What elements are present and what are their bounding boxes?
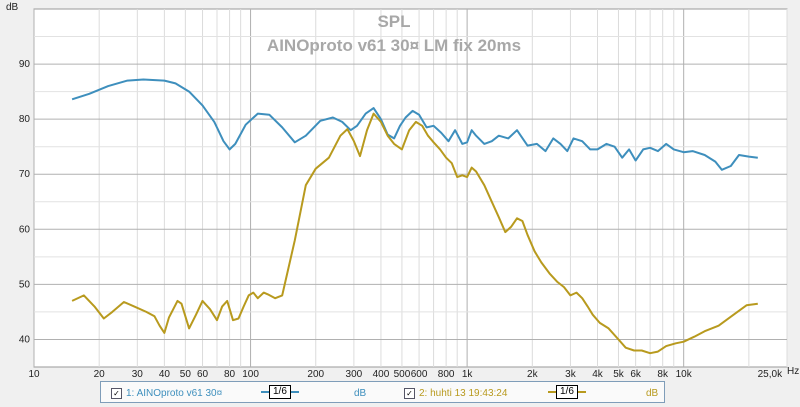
x-tick-label: 6k — [630, 369, 642, 380]
x-tick-label: 50 — [180, 369, 192, 380]
y-tick-label: 40 — [19, 334, 31, 345]
x-tick-label: 800 — [438, 369, 455, 380]
plot-background — [33, 8, 788, 368]
x-tick-label: 8k — [657, 369, 669, 380]
x-tick-label: 600 — [411, 369, 428, 380]
x-tick-label: 4k — [592, 369, 604, 380]
grid-lines — [33, 9, 788, 367]
series-line-1 — [71, 78, 758, 171]
legend-unit-2: dB — [646, 387, 659, 399]
legend-smoothing-1[interactable]: 1/6 — [261, 385, 299, 399]
y-tick-label: 50 — [19, 279, 31, 290]
x-tick-label: 30 — [132, 369, 144, 380]
x-tick-label: 500 — [394, 369, 411, 380]
x-tick-label: 400 — [373, 369, 390, 380]
legend-item-2[interactable]: ✓ 2: huhti 13 19:43:24 — [404, 386, 507, 400]
x-tick-label: 2k — [527, 369, 539, 380]
legend-checkbox-1[interactable]: ✓ — [111, 387, 122, 399]
x-tick-label: 60 — [197, 369, 209, 380]
y-tick-label: 70 — [19, 169, 31, 180]
y-tick-labels: 40 50 60 70 80 90 — [19, 59, 31, 345]
y-tick-label: 90 — [19, 59, 31, 70]
x-tick-label: 3k — [565, 369, 577, 380]
x-tick-label: 300 — [346, 369, 363, 380]
legend-line-right-2 — [577, 391, 586, 393]
x-tick-label: 25,0k — [758, 369, 783, 380]
legend-unit-1: dB — [354, 387, 367, 399]
y-tick-label: 60 — [19, 224, 31, 235]
legend-item-1[interactable]: ✓ 1: AINOproto v61 30¤ — [111, 386, 222, 400]
legend-smoothing-value-2: 1/6 — [556, 385, 578, 399]
legend-label-1: 1: AINOproto v61 30¤ — [126, 387, 223, 399]
legend-line-left-1 — [261, 391, 269, 393]
x-tick-label: 10 — [28, 369, 40, 380]
y-axis-label: dB — [6, 2, 19, 13]
x-axis-unit: Hz — [787, 366, 799, 377]
legend-line-right-1 — [290, 391, 299, 393]
x-tick-label: 200 — [307, 369, 324, 380]
legend-line-left-2 — [548, 391, 556, 393]
series-line-2 — [71, 112, 758, 355]
legend-smoothing-2[interactable]: 1/6 — [548, 385, 586, 399]
spl-chart: 40 50 60 70 80 90 10 20 30 40 50 60 80 100 200 300 400 5… — [6, 2, 799, 380]
legend-smoothing-value-1: 1/6 — [269, 385, 291, 399]
x-tick-label: 40 — [159, 369, 171, 380]
x-tick-label: 5k — [613, 369, 625, 380]
legend-bar: ✓ 1: AINOproto v61 30¤ 1/6 dB ✓ 2: huhti… — [100, 381, 665, 403]
series-lines — [71, 78, 758, 355]
x-tick-label: 1k — [462, 369, 474, 380]
y-tick-label: 80 — [19, 114, 31, 125]
legend-checkbox-2[interactable]: ✓ — [404, 387, 415, 399]
legend-label-2: 2: huhti 13 19:43:24 — [419, 387, 508, 399]
chart-subtitle: AINOproto v61 30¤ LM fix 20ms — [267, 36, 521, 55]
x-tick-label: 80 — [224, 369, 236, 380]
x-tick-label: 10k — [676, 369, 693, 380]
chart-title: SPL — [377, 12, 410, 31]
x-tick-label: 100 — [242, 369, 259, 380]
x-tick-label: 20 — [94, 369, 106, 380]
x-tick-labels: 10 20 30 40 50 60 80 100 200 300 400 500 600 800 1k 2k 3… — [28, 369, 783, 380]
